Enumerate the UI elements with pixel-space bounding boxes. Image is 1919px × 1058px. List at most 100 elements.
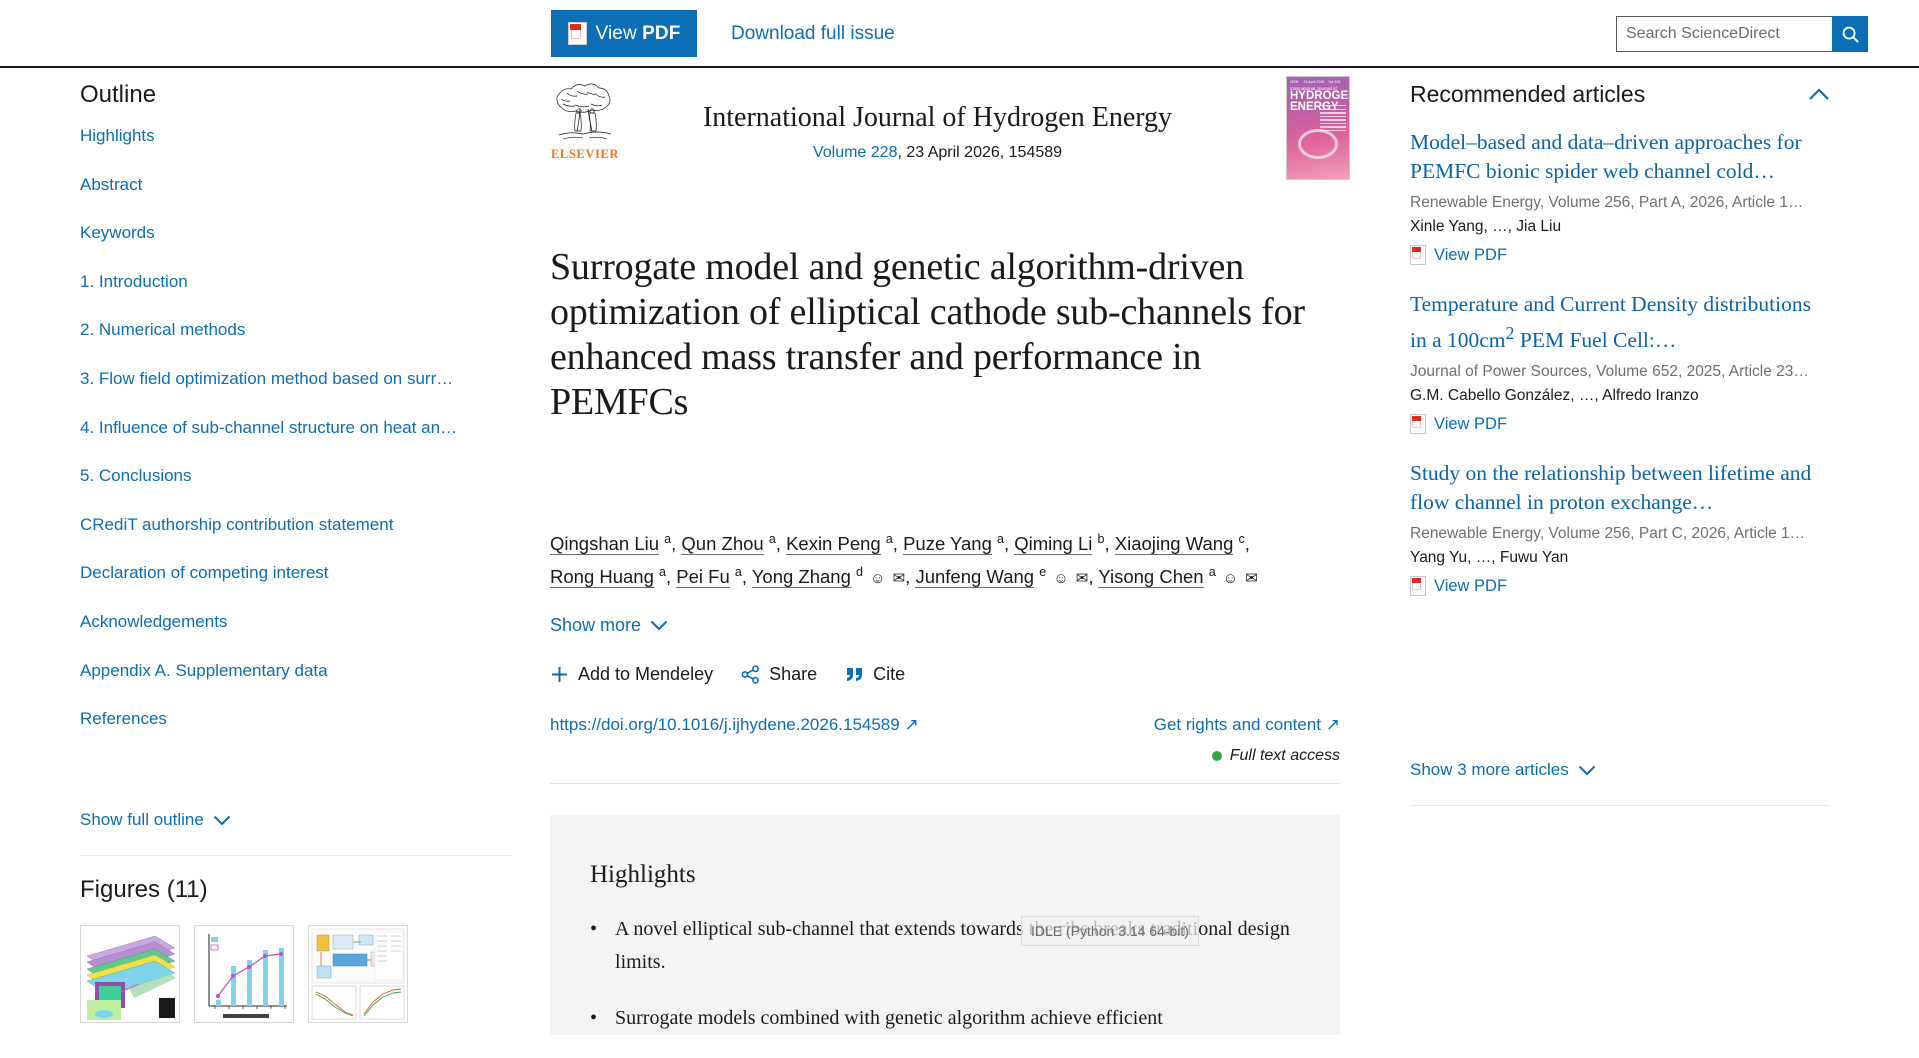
author-affiliation: a <box>664 532 672 546</box>
journal-cover-thumbnail[interactable]: ISSN 23 April 2026 Vol 228 International… <box>1286 76 1350 180</box>
journal-volume-link[interactable]: Volume 228 <box>812 144 898 161</box>
recommended-view-pdf-link[interactable]: View PDF <box>1410 576 1830 597</box>
author-name[interactable]: Qiming Li <box>1014 533 1093 556</box>
author-name[interactable]: Qun Zhou <box>681 533 764 556</box>
author-name[interactable]: Junfeng Wang <box>915 566 1035 589</box>
search-bar <box>1616 16 1868 52</box>
highlights-panel: Highlights • A novel elliptical sub-chann… <box>550 815 1340 1035</box>
show-more-authors-button[interactable]: Show more <box>550 615 668 636</box>
recommended-view-pdf-link[interactable]: View PDF <box>1410 414 1830 435</box>
recommended-article-title[interactable]: Study on the relationship between lifeti… <box>1410 461 1812 514</box>
author-entry: Yisong Chen a ☺ ✉ <box>1098 565 1258 589</box>
outline-item-declaration[interactable]: Declaration of competing interest <box>80 563 329 583</box>
outline-item-credit-statement[interactable]: CRediT authorship contribution statement <box>80 514 394 534</box>
add-to-mendeley-button[interactable]: Add to Mendeley <box>550 664 713 685</box>
add-to-mendeley-label: Add to Mendeley <box>578 664 714 684</box>
author-separator: , <box>892 533 904 555</box>
envelope-icon[interactable]: ✉ <box>1245 570 1258 588</box>
author-name[interactable]: Kexin Peng <box>786 533 881 556</box>
person-icon[interactable]: ☺ <box>1053 570 1069 588</box>
outline-sidebar: Outline Highlights Abstract Keywords 1. … <box>0 70 530 1023</box>
search-input[interactable] <box>1616 16 1832 52</box>
author-entry: Qiming Li b <box>1014 532 1104 556</box>
bullet-icon: • <box>590 1007 598 1029</box>
outline-item-influence-sub-channel[interactable]: 4. Influence of sub-channel structure on… <box>80 417 458 437</box>
share-button[interactable]: Share <box>741 664 817 685</box>
recommended-view-pdf-label: View PDF <box>1434 245 1508 264</box>
outline-list: Highlights Abstract Keywords 1. Introduc… <box>80 126 510 758</box>
outline-item-appendix[interactable]: Appendix A. Supplementary data <box>80 660 328 680</box>
recommended-article-title[interactable]: Temperature and Current Density distribu… <box>1410 292 1811 352</box>
outline-item-conclusions[interactable]: 5. Conclusions <box>80 466 192 486</box>
author-entry: Kexin Peng a <box>786 532 893 556</box>
outline-item-introduction[interactable]: 1. Introduction <box>80 271 188 291</box>
author-affiliation: a <box>885 532 893 546</box>
outline-item-highlights[interactable]: Highlights <box>80 126 155 145</box>
show-more-articles-button[interactable]: Show 3 more articles <box>1410 760 1596 780</box>
cite-button[interactable]: Cite <box>845 664 905 685</box>
author-entry: Qun Zhou a <box>681 532 776 556</box>
figure-thumbnail-1[interactable] <box>80 925 180 1023</box>
author-name[interactable]: Yisong Chen <box>1098 566 1204 589</box>
figure-thumbnail-3[interactable] <box>308 925 408 1023</box>
outline-item-flow-field-optimization[interactable]: 3. Flow field optimization method based … <box>80 368 454 388</box>
author-list: Qingshan Liu a, Qun Zhou a, Kexin Peng a… <box>550 525 1340 593</box>
outline-item-keywords[interactable]: Keywords <box>80 223 155 243</box>
person-icon[interactable]: ☺ <box>870 570 886 588</box>
doi-link[interactable]: https://doi.org/10.1016/j.ijhydene.2026.… <box>550 715 919 734</box>
outline-item-acknowledgements[interactable]: Acknowledgements <box>80 611 228 631</box>
author-separator: , <box>1244 533 1250 555</box>
pdf-icon <box>1410 245 1426 265</box>
author-affiliation: c <box>1238 532 1245 546</box>
person-icon[interactable]: ☺ <box>1222 570 1239 588</box>
external-link-icon: ↗ <box>1325 715 1340 734</box>
author-separator: , <box>1104 533 1115 555</box>
author-name[interactable]: Pei Fu <box>676 566 730 589</box>
recommended-article-title[interactable]: Model–based and data–driven approaches f… <box>1410 130 1802 183</box>
author-name[interactable]: Xiaojing Wang <box>1114 533 1234 556</box>
outline-item-numerical-methods[interactable]: 2. Numerical methods <box>80 320 246 340</box>
share-icon <box>741 665 760 684</box>
get-rights-and-content-link[interactable]: Get rights and content ↗ <box>1153 715 1340 734</box>
recommended-view-pdf-label: View PDF <box>1434 414 1508 433</box>
envelope-icon[interactable]: ✉ <box>1075 570 1089 588</box>
author-name[interactable]: Yong Zhang <box>751 566 851 589</box>
highlight-text: Surrogate models combined with genetic a… <box>615 1007 1163 1029</box>
recommended-articles-header[interactable]: Recommended articles <box>1410 81 1830 108</box>
cover-subtitle: International Journal of <box>1290 86 1337 92</box>
article-title: Surrogate model and genetic algorithm-dr… <box>550 246 1305 424</box>
elsevier-tree-icon <box>553 83 617 145</box>
view-pdf-button[interactable]: View PDF <box>551 10 697 57</box>
recommended-articles-list: Model–based and data–driven approaches f… <box>1410 128 1830 621</box>
envelope-icon[interactable]: ✉ <box>892 570 906 588</box>
chevron-down-icon <box>1578 765 1596 776</box>
status-dot-icon <box>1211 751 1222 761</box>
download-full-issue-link[interactable]: Download full issue <box>731 23 895 44</box>
show-full-outline-button[interactable]: Show full outline <box>80 810 231 830</box>
author-name[interactable]: Puze Yang <box>903 533 992 556</box>
cover-title-line2: ENERGY <box>1290 101 1339 114</box>
author-entry: Pei Fu a <box>676 565 742 589</box>
chevron-up-icon[interactable] <box>1808 88 1830 101</box>
idle-taskbar-tooltip: IDLE (Python 3.14 64-bit) <box>1021 916 1199 946</box>
author-name[interactable]: Qingshan Liu <box>550 533 660 556</box>
recommended-view-pdf-label: View PDF <box>1434 576 1508 595</box>
author-entry: Junfeng Wang e ☺ ✉ <box>915 565 1089 589</box>
outline-item-references[interactable]: References <box>80 709 167 729</box>
figure-thumbnail-2[interactable] <box>194 925 294 1023</box>
figures-heading: Figures (11) <box>80 876 208 903</box>
external-link-icon: ↗ <box>904 715 919 734</box>
outline-item-abstract[interactable]: Abstract <box>80 174 143 194</box>
search-button[interactable] <box>1832 16 1868 52</box>
author-affiliation: a <box>734 565 742 580</box>
cover-top-text: ISSN 23 April 2026 Vol 228 <box>1290 80 1341 84</box>
outline-heading: Outline <box>80 81 157 108</box>
author-affiliation: e <box>1039 565 1047 580</box>
recommended-view-pdf-link[interactable]: View PDF <box>1410 245 1830 265</box>
section-divider <box>550 783 1340 784</box>
figure-thumbnail-strip <box>80 925 408 1023</box>
pdf-icon <box>567 22 587 45</box>
cite-label: Cite <box>873 664 906 684</box>
author-affiliation: d <box>856 565 863 580</box>
author-name[interactable]: Rong Huang <box>550 566 654 589</box>
